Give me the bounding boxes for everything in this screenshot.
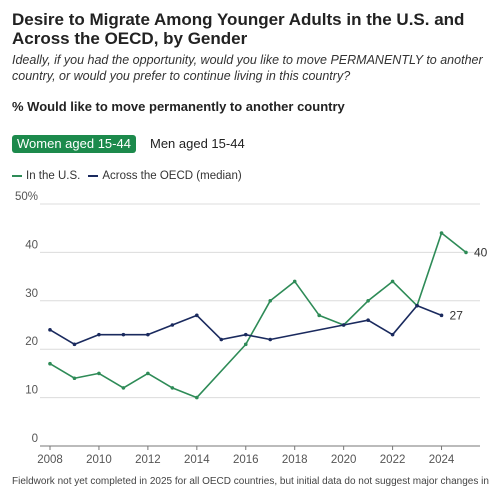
series-us-point <box>48 361 52 366</box>
measure-label: % Would like to move permanently to anot… <box>12 99 345 114</box>
legend-item-us: In the U.S. <box>12 170 80 182</box>
series-oecd-point <box>243 332 248 337</box>
footnote: Fieldwork not yet completed in 2025 for … <box>12 476 489 487</box>
x-tick-label: 2018 <box>282 454 308 466</box>
y-tick-label: 20 <box>25 336 38 348</box>
legend-item-oecd: Across the OECD (median) <box>88 170 242 182</box>
series-us-end-label: 40 <box>474 245 488 259</box>
series-us-point <box>366 299 370 303</box>
x-tick-label: 2022 <box>380 454 406 466</box>
series-us-point <box>390 279 395 284</box>
chart-title: Desire to Migrate Among Younger Adults i… <box>12 10 465 48</box>
series-us-point <box>121 386 126 390</box>
series-us-point <box>170 386 175 390</box>
x-tick-label: 2012 <box>135 454 161 466</box>
series-oecd-point <box>72 342 77 347</box>
series-us-point <box>195 395 199 400</box>
series-oecd-point <box>415 303 419 308</box>
series-us-point <box>72 376 77 381</box>
line-chart: 0 10 20 30 40 50% 2008 2010 2012 2014 2016 2018 2020… <box>15 191 488 466</box>
series-oecd-point <box>195 313 199 318</box>
y-tick-label: 0 <box>32 433 38 445</box>
series-oecd-point <box>48 328 52 332</box>
chart-subtitle: Ideally, if you had the opportunity, wou… <box>12 53 483 83</box>
tab-women[interactable]: Women aged 15-44 <box>12 135 136 153</box>
x-tick-label: 2016 <box>233 454 259 466</box>
y-tick-label: 10 <box>25 385 38 397</box>
series-us-point <box>268 299 273 303</box>
legend-swatch-us <box>12 175 22 177</box>
y-tick-label: 40 <box>25 239 38 251</box>
series-oecd-end-label: 27 <box>450 308 464 322</box>
series-oecd-line <box>49 304 442 346</box>
series-oecd-point <box>97 332 101 337</box>
series-us-point <box>243 342 248 347</box>
x-tick-label: 2024 <box>429 454 455 466</box>
series-us-point <box>439 231 444 235</box>
series-us-point <box>317 313 321 318</box>
chart-legend: In the U.S. Across the OECD (median) <box>12 170 250 182</box>
series-oecd-point <box>341 323 346 327</box>
series-oecd-point <box>439 313 444 318</box>
series-us-point <box>292 279 297 284</box>
series-us-line <box>49 232 467 399</box>
y-tick-label: 50% <box>15 191 38 203</box>
series-oecd-point <box>219 337 224 342</box>
legend-label-us: In the U.S. <box>26 170 81 182</box>
series-oecd-point <box>268 337 273 342</box>
series-oecd-point <box>390 332 395 337</box>
x-tick-label: 2010 <box>86 454 112 466</box>
series-oecd-point <box>121 332 126 337</box>
series-oecd-point <box>366 318 370 322</box>
series-oecd-point <box>170 323 175 327</box>
y-tick-label: 30 <box>25 288 38 300</box>
x-tick-label: 2008 <box>37 454 63 466</box>
series-oecd-point <box>146 332 150 337</box>
legend-swatch-oecd <box>88 175 99 177</box>
x-tick-label: 2020 <box>331 454 357 466</box>
series-us-point <box>464 250 468 255</box>
series-us-point <box>97 371 101 376</box>
legend-label-oecd: Across the OECD (median) <box>102 170 242 182</box>
x-tick-label: 2014 <box>184 454 210 466</box>
tab-men[interactable]: Men aged 15-44 <box>150 136 245 151</box>
series-us-point <box>146 371 150 376</box>
